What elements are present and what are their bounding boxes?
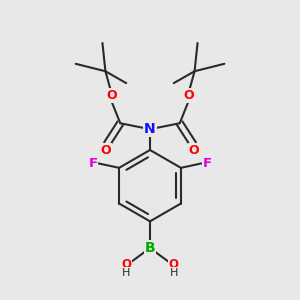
- Text: O: O: [106, 89, 117, 102]
- Text: O: O: [183, 89, 194, 102]
- Text: H: H: [169, 268, 178, 278]
- Text: F: F: [88, 157, 98, 170]
- Text: B: B: [145, 241, 155, 255]
- Text: O: O: [121, 258, 131, 271]
- Text: F: F: [202, 157, 211, 170]
- Text: N: N: [144, 122, 156, 136]
- Text: O: O: [169, 258, 179, 271]
- Text: O: O: [101, 144, 111, 157]
- Text: H: H: [122, 268, 130, 278]
- Text: O: O: [189, 144, 199, 157]
